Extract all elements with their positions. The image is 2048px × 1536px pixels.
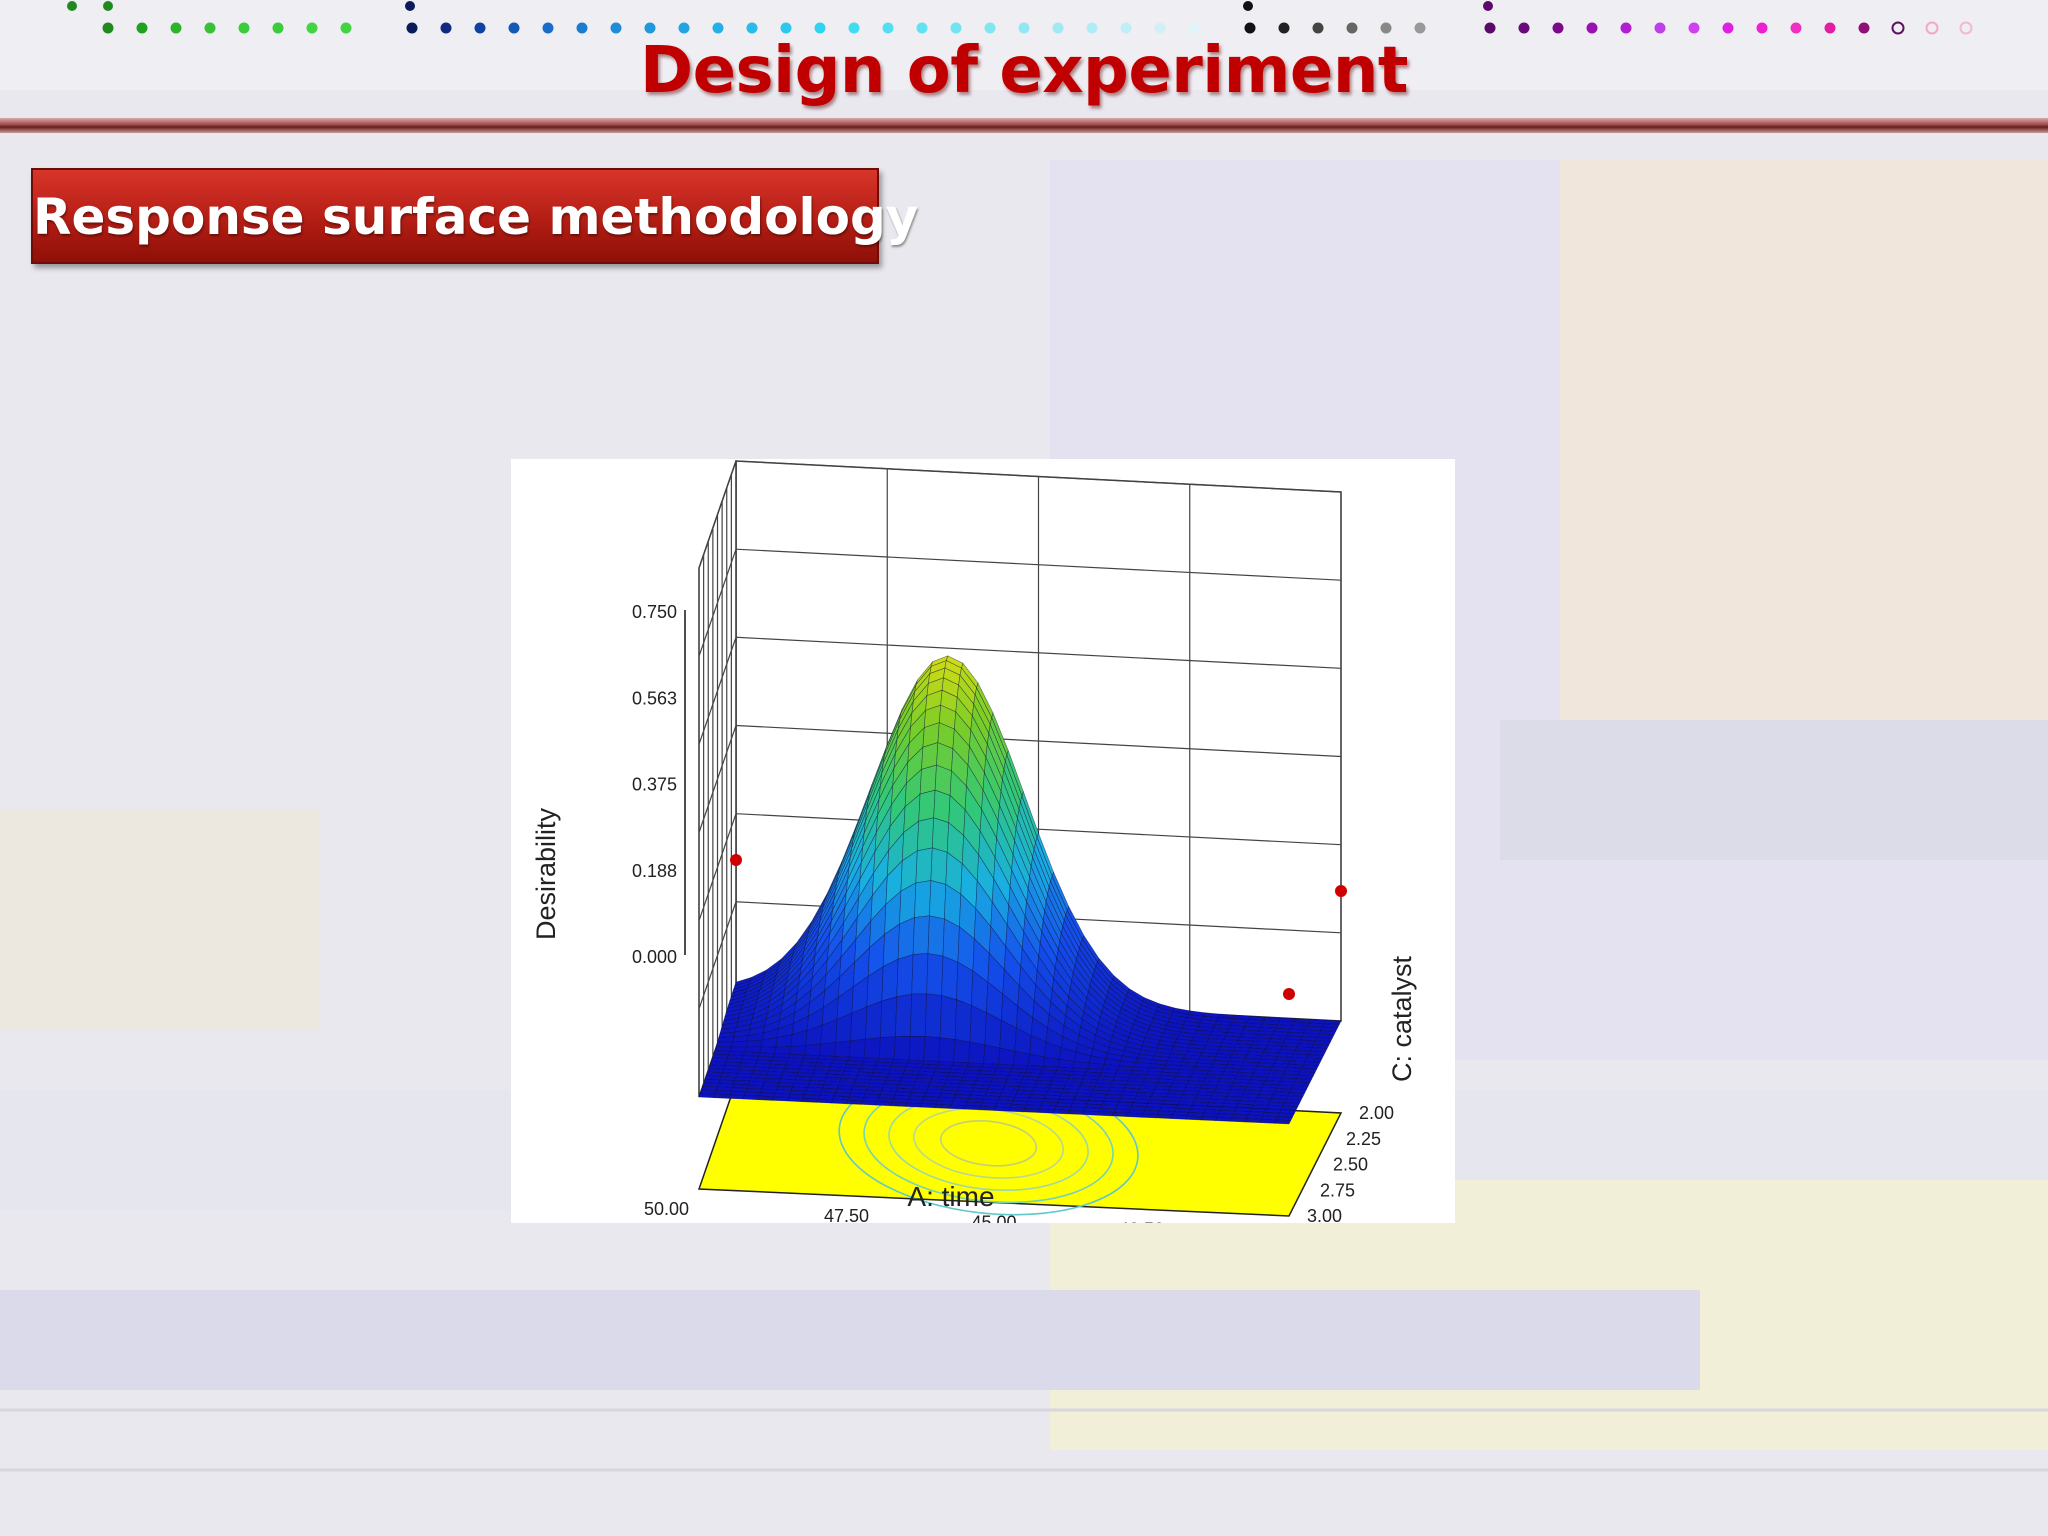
decor-dot xyxy=(306,22,318,34)
decor-dot xyxy=(1925,21,1939,35)
z-axis-label: Desirability xyxy=(531,807,561,940)
contour-line xyxy=(939,1120,1038,1167)
decor-dot xyxy=(1654,22,1666,34)
decor-dot xyxy=(405,1,415,11)
decor-dot xyxy=(1188,22,1200,34)
decor-dot xyxy=(1756,22,1768,34)
decor-dot xyxy=(1891,21,1905,35)
decor-dot xyxy=(474,22,486,34)
design-point xyxy=(730,854,742,866)
decor-dot xyxy=(746,22,758,34)
decor-dot xyxy=(1346,22,1358,34)
decor-dot xyxy=(950,22,962,34)
y-tick-label: 2.25 xyxy=(1346,1129,1381,1149)
page-title: Design of experiment xyxy=(640,34,1408,108)
z-tick-label: 0.000 xyxy=(632,947,677,967)
decor-dot xyxy=(542,22,554,34)
decor-dot xyxy=(102,22,114,34)
decor-dot xyxy=(440,22,452,34)
decor-dot xyxy=(170,22,182,34)
x-tick-label: 47.50 xyxy=(824,1206,869,1223)
decor-dot xyxy=(1959,21,1973,35)
decor-dot xyxy=(1380,22,1392,34)
decor-dot xyxy=(103,1,113,11)
section-label: Response surface methodology xyxy=(33,188,919,246)
decor-dot xyxy=(204,22,216,34)
decor-dot xyxy=(1414,22,1426,34)
decor-dot xyxy=(340,22,352,34)
decor-dot xyxy=(576,22,588,34)
decor-dot xyxy=(1484,22,1496,34)
decor-dot xyxy=(712,22,724,34)
z-tick-label: 0.188 xyxy=(632,861,677,881)
design-point xyxy=(1335,885,1347,897)
section-badge: Response surface methodology xyxy=(31,168,919,264)
decor-dot xyxy=(1858,22,1870,34)
decor-dot xyxy=(610,22,622,34)
y-tick-label: 2.00 xyxy=(1359,1103,1394,1123)
decor-dot xyxy=(916,22,928,34)
decor-dot xyxy=(406,22,418,34)
decor-dot xyxy=(1243,1,1253,11)
y-tick-label: 3.00 xyxy=(1307,1206,1342,1223)
y-tick-label: 2.50 xyxy=(1333,1155,1368,1175)
design-point xyxy=(1283,988,1295,1000)
decor-dot xyxy=(1790,22,1802,34)
y-axis-label: C: catalyst xyxy=(1387,955,1417,1082)
response-surface xyxy=(698,655,1342,1125)
decor-dot xyxy=(848,22,860,34)
decor-dot xyxy=(1688,22,1700,34)
decor-dot xyxy=(1018,22,1030,34)
decor-dot xyxy=(644,22,656,34)
decor-dot xyxy=(1312,22,1324,34)
decorative-dot-row xyxy=(67,1,1973,35)
y-tick-label: 2.75 xyxy=(1320,1180,1355,1200)
decor-dot xyxy=(678,22,690,34)
decor-dot xyxy=(984,22,996,34)
z-axis-ticks: 0.000 0.188 0.375 0.563 0.750 xyxy=(632,602,677,967)
x-tick-label: 42.50 xyxy=(1119,1219,1164,1223)
decor-dot xyxy=(136,22,148,34)
decor-dot xyxy=(1120,22,1132,34)
z-tick-label: 0.563 xyxy=(632,688,677,708)
x-tick-label: 45.00 xyxy=(971,1213,1016,1224)
decor-dot xyxy=(1518,22,1530,34)
response-surface-chart: 0.000 0.188 0.375 0.563 0.750 50.00 47.50 45.00… xyxy=(531,460,1417,1224)
decor-dot xyxy=(238,22,250,34)
decor-dot xyxy=(882,22,894,34)
decor-dot xyxy=(1586,22,1598,34)
decor-dot xyxy=(1620,22,1632,34)
decor-dot xyxy=(272,22,284,34)
decor-dot xyxy=(1052,22,1064,34)
decor-dot xyxy=(780,22,792,34)
chart-panel: 0.000 0.188 0.375 0.563 0.750 50.00 47.50 45.00… xyxy=(511,459,1455,1223)
decor-dot xyxy=(1154,22,1166,34)
y-axis-ticks: 2.00 2.25 2.50 2.75 3.00 xyxy=(1307,1103,1394,1223)
decor-dot xyxy=(1278,22,1290,34)
decor-dot xyxy=(1552,22,1564,34)
decor-dot xyxy=(67,1,77,11)
x-tick-label: 50.00 xyxy=(644,1199,689,1219)
z-tick-label: 0.375 xyxy=(632,775,677,795)
x-axis-label: A: time xyxy=(907,1181,994,1212)
decor-dot xyxy=(1244,22,1256,34)
decor-dot xyxy=(1722,22,1734,34)
z-tick-label: 0.750 xyxy=(632,602,677,622)
decor-dot xyxy=(1086,22,1098,34)
decor-dot xyxy=(508,22,520,34)
title-divider xyxy=(0,118,2048,133)
decor-dot xyxy=(814,22,826,34)
decor-dot xyxy=(1483,1,1493,11)
decor-dot xyxy=(1824,22,1836,34)
